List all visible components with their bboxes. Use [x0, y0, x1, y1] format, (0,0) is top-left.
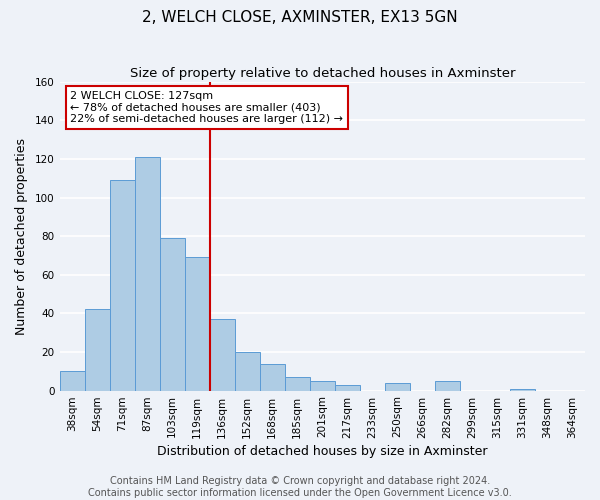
Title: Size of property relative to detached houses in Axminster: Size of property relative to detached ho… — [130, 68, 515, 80]
Bar — [85, 310, 110, 390]
Bar — [335, 385, 360, 390]
Bar — [235, 352, 260, 391]
Bar — [385, 383, 410, 390]
Bar — [185, 258, 209, 390]
Bar — [285, 377, 310, 390]
Bar — [209, 319, 235, 390]
Bar — [310, 381, 335, 390]
Bar — [160, 238, 185, 390]
Bar — [59, 372, 85, 390]
Bar — [110, 180, 134, 390]
Bar — [510, 388, 535, 390]
Y-axis label: Number of detached properties: Number of detached properties — [15, 138, 28, 334]
Text: Contains HM Land Registry data © Crown copyright and database right 2024.
Contai: Contains HM Land Registry data © Crown c… — [88, 476, 512, 498]
Bar — [134, 157, 160, 390]
Bar — [435, 381, 460, 390]
Bar — [260, 364, 285, 390]
X-axis label: Distribution of detached houses by size in Axminster: Distribution of detached houses by size … — [157, 444, 488, 458]
Text: 2 WELCH CLOSE: 127sqm
← 78% of detached houses are smaller (403)
22% of semi-det: 2 WELCH CLOSE: 127sqm ← 78% of detached … — [70, 91, 343, 124]
Text: 2, WELCH CLOSE, AXMINSTER, EX13 5GN: 2, WELCH CLOSE, AXMINSTER, EX13 5GN — [142, 10, 458, 25]
